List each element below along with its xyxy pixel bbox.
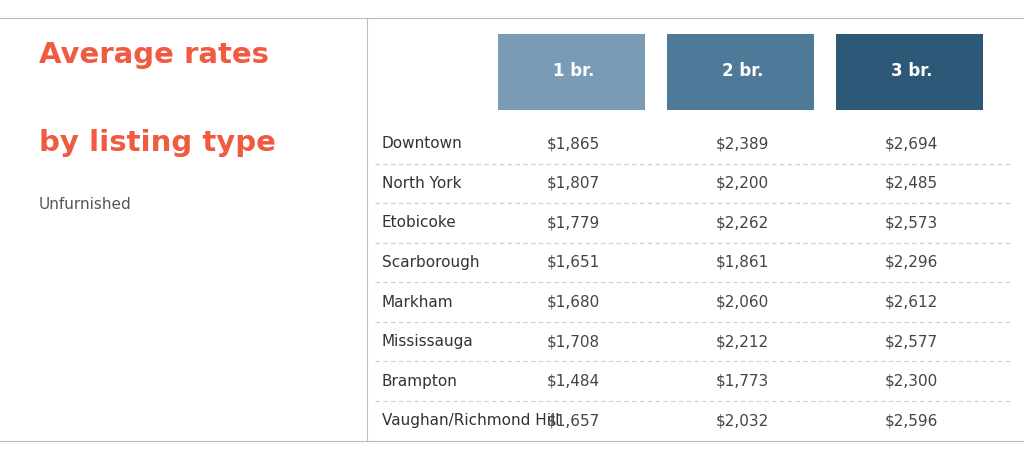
- Text: $1,680: $1,680: [547, 295, 600, 309]
- FancyBboxPatch shape: [836, 34, 983, 110]
- Text: $2,262: $2,262: [716, 215, 769, 230]
- Text: North York: North York: [382, 176, 462, 191]
- Text: 2 br.: 2 br.: [722, 62, 763, 80]
- Text: $1,865: $1,865: [547, 136, 600, 151]
- Text: 1 br.: 1 br.: [553, 62, 594, 80]
- Text: $2,694: $2,694: [885, 136, 938, 151]
- Text: Vaughan/Richmond Hill: Vaughan/Richmond Hill: [382, 414, 559, 428]
- Text: $2,200: $2,200: [716, 176, 769, 191]
- Text: Etobicoke: Etobicoke: [382, 215, 457, 230]
- Text: Mississauga: Mississauga: [382, 334, 474, 349]
- Text: 3 br.: 3 br.: [891, 62, 932, 80]
- Text: $2,577: $2,577: [885, 334, 938, 349]
- Text: Unfurnished: Unfurnished: [39, 197, 132, 213]
- Text: $2,596: $2,596: [885, 414, 938, 428]
- Text: $2,573: $2,573: [885, 215, 938, 230]
- Text: $2,060: $2,060: [716, 295, 769, 309]
- Text: $2,212: $2,212: [716, 334, 769, 349]
- Text: Scarborough: Scarborough: [382, 255, 479, 270]
- Text: $1,708: $1,708: [547, 334, 600, 349]
- FancyBboxPatch shape: [498, 34, 645, 110]
- Text: Downtown: Downtown: [382, 136, 463, 151]
- Text: Brampton: Brampton: [382, 374, 458, 389]
- Text: $1,484: $1,484: [547, 374, 600, 389]
- Text: $2,612: $2,612: [885, 295, 938, 309]
- Text: Markham: Markham: [382, 295, 454, 309]
- Text: $1,861: $1,861: [716, 255, 769, 270]
- Text: $2,485: $2,485: [885, 176, 938, 191]
- Text: $2,032: $2,032: [716, 414, 769, 428]
- Text: $1,807: $1,807: [547, 176, 600, 191]
- Text: $2,296: $2,296: [885, 255, 938, 270]
- Text: $1,773: $1,773: [716, 374, 769, 389]
- Text: $1,779: $1,779: [547, 215, 600, 230]
- Text: $1,651: $1,651: [547, 255, 600, 270]
- Text: $2,300: $2,300: [885, 374, 938, 389]
- Text: $2,389: $2,389: [716, 136, 769, 151]
- Text: by listing type: by listing type: [39, 129, 275, 157]
- Text: Average rates: Average rates: [39, 41, 269, 69]
- Text: $1,657: $1,657: [547, 414, 600, 428]
- FancyBboxPatch shape: [667, 34, 814, 110]
